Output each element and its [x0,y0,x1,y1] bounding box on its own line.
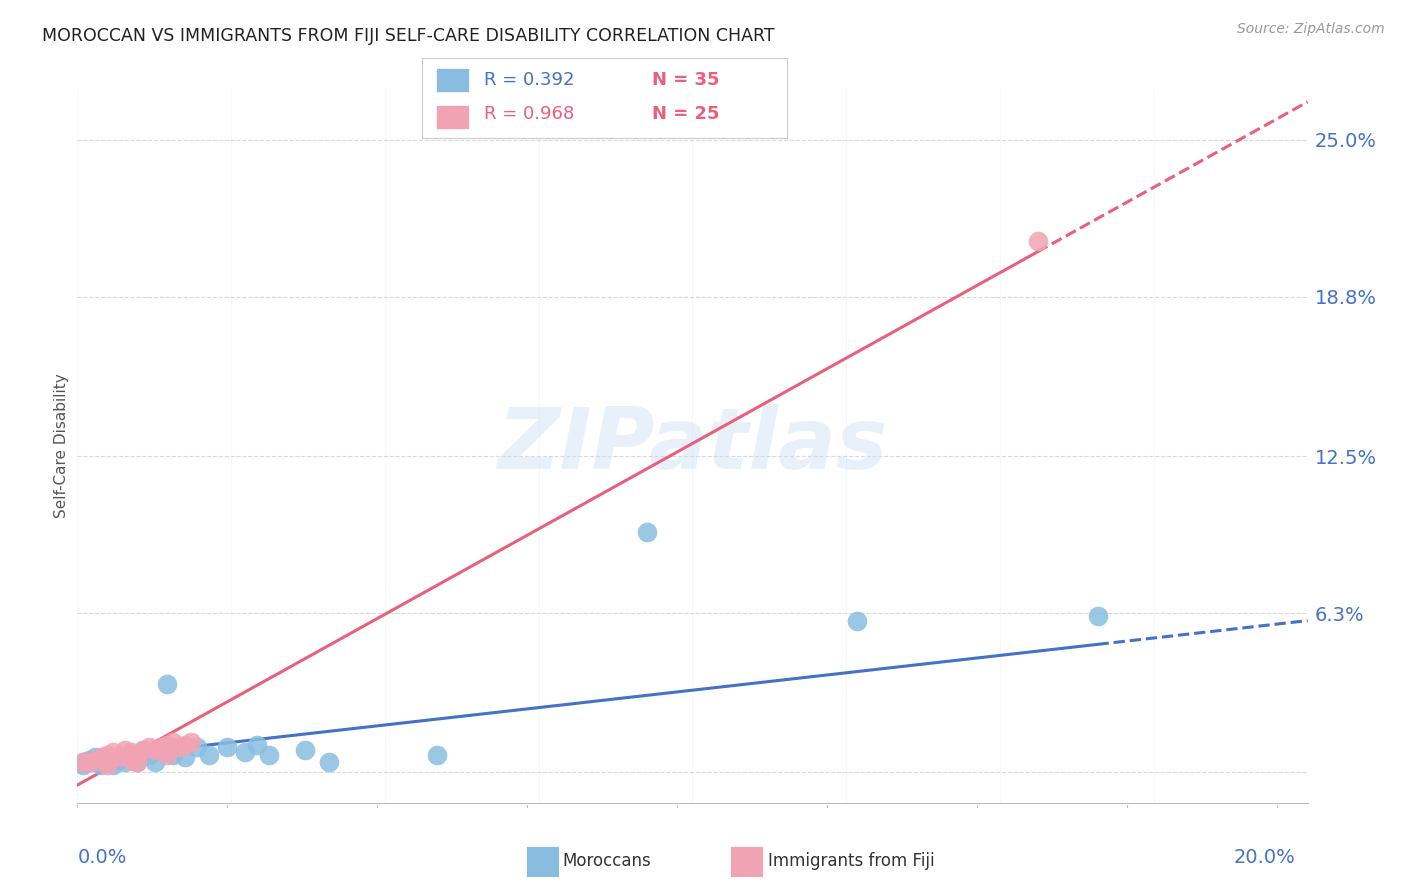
Bar [436,104,470,128]
Point [79,756,101,770]
Point [138,740,160,755]
Point [96,756,118,770]
Point [127,750,149,764]
Point [127,756,149,770]
Point [259,747,281,762]
Point [96,750,118,764]
Point [84,750,107,764]
Point [79,753,101,767]
Point [120,747,142,762]
Point [156,738,179,752]
Point [96,747,118,762]
Text: Source: ZipAtlas.com: Source: ZipAtlas.com [1237,22,1385,37]
Text: ZIPatlas: ZIPatlas [498,404,887,488]
Point [103,757,125,772]
Point [174,750,197,764]
Point [162,735,184,749]
Point [132,742,155,756]
Point [217,740,239,755]
Y-axis label: Self-Care Disability: Self-Care Disability [53,374,69,518]
Text: MOROCCAN VS IMMIGRANTS FROM FIJI SELF-CARE DISABILITY CORRELATION CHART: MOROCCAN VS IMMIGRANTS FROM FIJI SELF-CA… [42,27,775,45]
Point [114,756,136,770]
Point [72,757,94,772]
Point [186,740,208,755]
Point [1026,234,1049,248]
Point [96,756,118,770]
Point [156,677,179,691]
Point [143,742,166,756]
Point [246,738,269,752]
Text: Moroccans: Moroccans [562,852,651,870]
Point [90,757,112,772]
Point [79,756,101,770]
Point [127,747,149,762]
Point [294,742,316,756]
Text: 20.0%: 20.0% [1234,848,1295,867]
Text: R = 0.392: R = 0.392 [484,70,575,88]
Point [846,614,869,628]
Point [127,756,149,770]
Bar [436,68,470,92]
Point [162,747,184,762]
Point [72,756,94,770]
Point [156,747,179,762]
Text: N = 35: N = 35 [652,70,720,88]
Point [84,753,107,767]
Point [138,747,160,762]
Point [169,740,191,755]
Point [235,745,257,759]
Point [120,753,142,767]
Point [103,753,125,767]
Text: Immigrants from Fiji: Immigrants from Fiji [768,852,935,870]
Point [150,740,173,755]
Point [180,735,202,749]
Text: R = 0.968: R = 0.968 [484,105,574,123]
Point [174,738,197,752]
Point [96,757,118,772]
Point [1087,608,1109,623]
Point [198,747,221,762]
Point [318,756,340,770]
Text: N = 25: N = 25 [652,105,720,123]
Point [108,753,131,767]
Point [108,750,131,764]
Point [132,742,155,756]
Point [636,524,658,539]
Text: 0.0%: 0.0% [77,848,127,867]
Point [426,747,449,762]
Point [143,756,166,770]
Point [72,756,94,770]
Point [103,745,125,759]
Point [84,756,107,770]
Point [114,742,136,756]
Point [90,753,112,767]
Point [120,745,142,759]
Point [90,750,112,764]
